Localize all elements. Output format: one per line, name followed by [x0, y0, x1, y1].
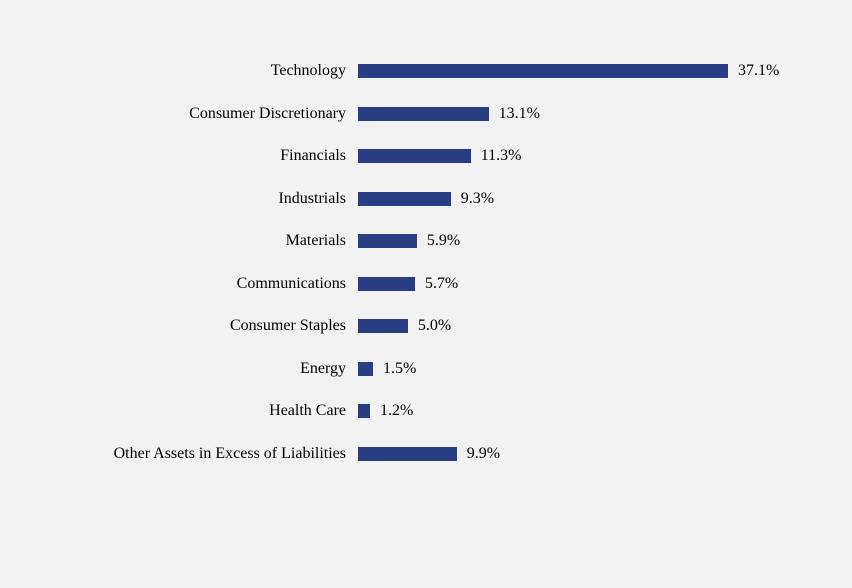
- value-label: 9.3%: [461, 190, 494, 208]
- chart-row: Consumer Discretionary 13.1%: [0, 93, 852, 136]
- chart-row: Health Care 1.2%: [0, 390, 852, 433]
- bar-cell: 11.3%: [358, 147, 852, 165]
- category-label: Financials: [0, 147, 358, 165]
- category-label: Technology: [0, 62, 358, 80]
- bar: [358, 277, 415, 291]
- value-label: 1.5%: [383, 360, 416, 378]
- allocation-bar-chart: Technology 37.1% Consumer Discretionary …: [0, 0, 852, 588]
- value-label: 5.0%: [418, 317, 451, 335]
- bar: [358, 447, 457, 461]
- bar-cell: 5.7%: [358, 275, 852, 293]
- bar-cell: 5.0%: [358, 317, 852, 335]
- chart-row: Consumer Staples 5.0%: [0, 305, 852, 348]
- bar-cell: 13.1%: [358, 105, 852, 123]
- category-label: Communications: [0, 275, 358, 293]
- value-label: 37.1%: [738, 62, 779, 80]
- bar: [358, 64, 728, 78]
- bar: [358, 192, 451, 206]
- chart-row: Technology 37.1%: [0, 50, 852, 93]
- value-label: 1.2%: [380, 402, 413, 420]
- bar-cell: 1.2%: [358, 402, 852, 420]
- bar-cell: 9.9%: [358, 445, 852, 463]
- bar: [358, 234, 417, 248]
- category-label: Other Assets in Excess of Liabilities: [0, 445, 358, 463]
- category-label: Industrials: [0, 190, 358, 208]
- bar: [358, 149, 471, 163]
- bar-cell: 9.3%: [358, 190, 852, 208]
- bar: [358, 404, 370, 418]
- value-label: 13.1%: [499, 105, 540, 123]
- value-label: 5.7%: [425, 275, 458, 293]
- value-label: 11.3%: [481, 147, 522, 165]
- bar: [358, 319, 408, 333]
- chart-row: Other Assets in Excess of Liabilities 9.…: [0, 433, 852, 476]
- category-label: Materials: [0, 232, 358, 250]
- value-label: 5.9%: [427, 232, 460, 250]
- chart-row: Energy 1.5%: [0, 348, 852, 391]
- value-label: 9.9%: [467, 445, 500, 463]
- bar-cell: 1.5%: [358, 360, 852, 378]
- category-label: Consumer Staples: [0, 317, 358, 335]
- chart-row: Industrials 9.3%: [0, 178, 852, 221]
- chart-row: Financials 11.3%: [0, 135, 852, 178]
- category-label: Health Care: [0, 402, 358, 420]
- category-label: Consumer Discretionary: [0, 105, 358, 123]
- bar-cell: 37.1%: [358, 62, 852, 80]
- bar: [358, 362, 373, 376]
- chart-row: Materials 5.9%: [0, 220, 852, 263]
- category-label: Energy: [0, 360, 358, 378]
- chart-row: Communications 5.7%: [0, 263, 852, 306]
- bar-cell: 5.9%: [358, 232, 852, 250]
- bar: [358, 107, 489, 121]
